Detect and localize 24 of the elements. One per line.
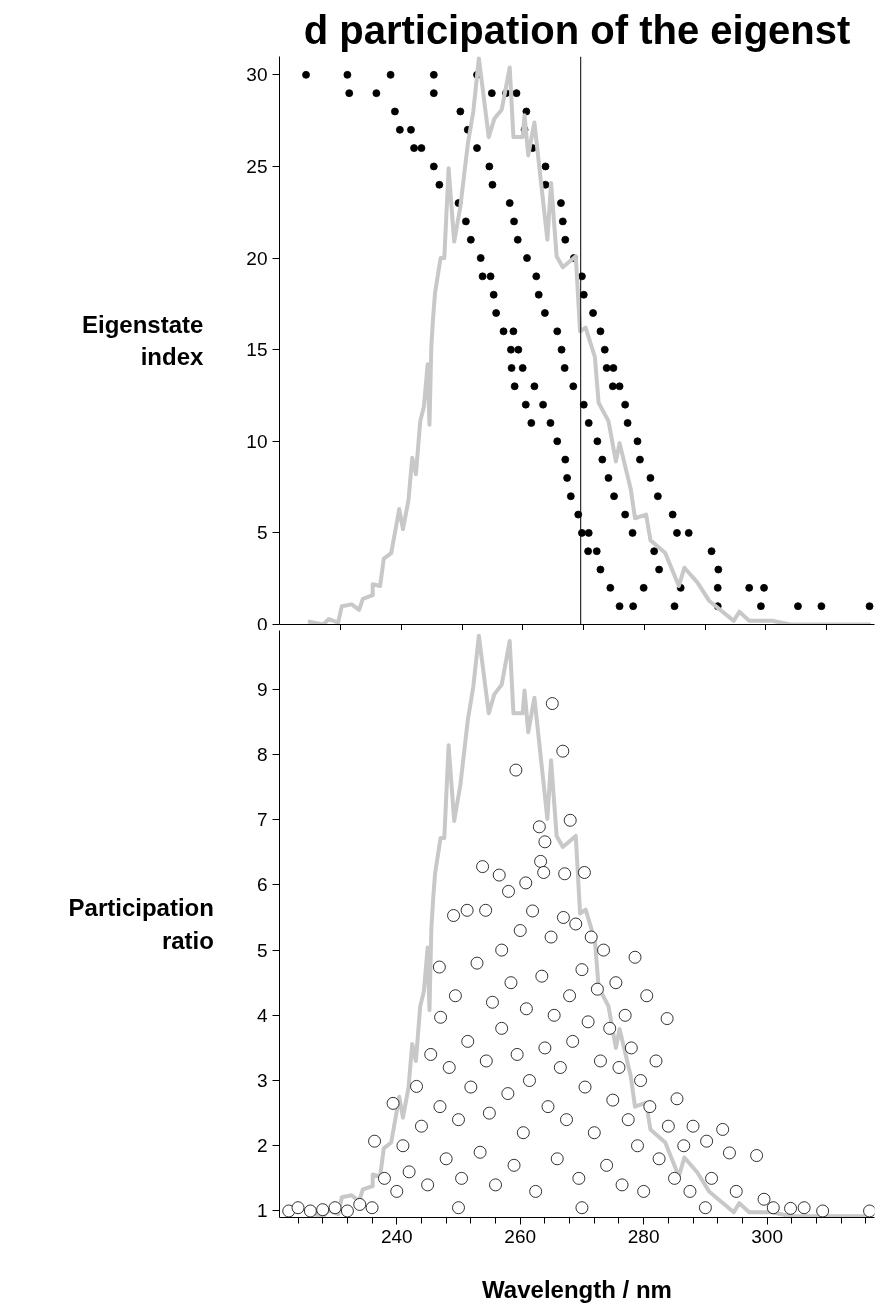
y-tick-label: 2 — [256, 1135, 268, 1157]
y-tick-label: 20 — [246, 247, 268, 269]
y-tick-label: 10 — [246, 430, 268, 452]
y-tick-label: 7 — [256, 809, 268, 831]
y-tick-label: 4 — [256, 1004, 268, 1026]
x-tick-label: 300 — [751, 1225, 783, 1247]
y-axis-title: Eigenstate index — [82, 310, 205, 371]
y-tick-label: 25 — [246, 155, 268, 177]
x-axis-title: Wavelength / nm — [482, 1275, 672, 1303]
y-axis-title: Participation ratio — [68, 894, 214, 954]
y-tick-label: 5 — [256, 522, 268, 544]
y-tick-label: 3 — [256, 1070, 268, 1092]
y-tick-label: 1 — [256, 1200, 268, 1222]
y-tick-label: 6 — [256, 874, 268, 896]
y-tick-label: 30 — [246, 64, 268, 86]
y-tick-label: 0 — [256, 613, 268, 635]
y-tick-label: 5 — [256, 939, 268, 961]
x-tick-label: 240 — [380, 1225, 413, 1247]
chart-title: d participation of the eigenst — [303, 7, 851, 52]
y-tick-label: 15 — [246, 339, 268, 361]
y-tick-label: 8 — [256, 743, 268, 765]
y-tick-label: 9 — [256, 678, 268, 700]
x-tick-label: 260 — [504, 1225, 537, 1247]
x-tick-label: 280 — [627, 1225, 660, 1247]
